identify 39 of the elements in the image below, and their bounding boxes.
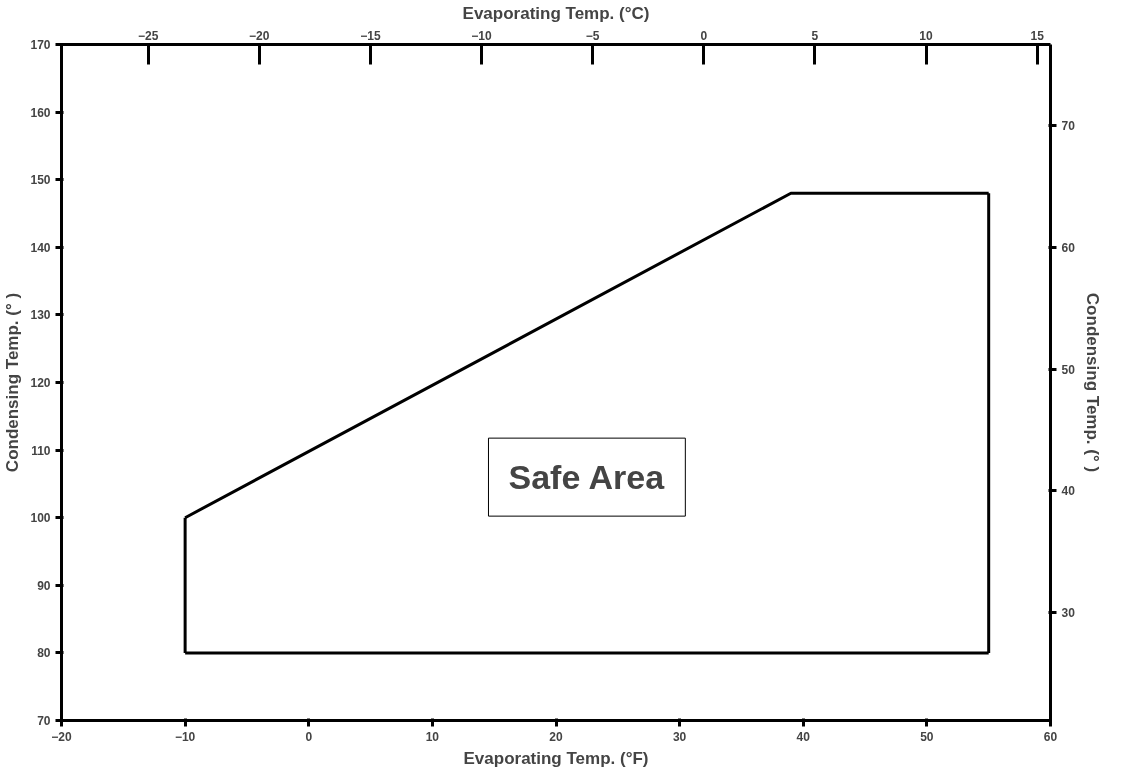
x2-tick-label: −10 [471,28,493,43]
y2-tick-label: 70 [1061,119,1076,134]
x-tick-label: 10 [425,729,440,744]
annotation: Safe Area [508,458,666,497]
y2-tick-label: 50 [1061,362,1076,377]
y-tick-label: 170 [30,38,51,52]
y2-axis-title: Condensing Temp. (° ) [1082,292,1102,473]
x2-tick-label: −15 [360,28,381,43]
x-tick-label: 30 [672,729,687,744]
y-tick-label: 130 [30,308,51,323]
x-tick-label: 20 [549,729,563,744]
x2-tick-label: 10 [919,28,934,43]
x-tick-label: 40 [796,729,811,744]
y-tick-label: 140 [30,240,51,255]
y-tick-label: 160 [30,105,51,120]
y-tick-label: 90 [37,578,51,593]
x2-tick-label: −25 [138,28,159,43]
x2-tick-label: 0 [700,28,708,43]
x-tick-label: 60 [1043,729,1058,744]
y2-tick-label: 60 [1061,241,1076,256]
y2-tick-label: 40 [1061,484,1076,499]
y-tick-label: 70 [37,714,51,728]
y-tick-label: 100 [30,511,51,526]
y2-tick-label: 30 [1061,605,1076,620]
x2-axis-title: Evaporating Temp. (°C) [462,3,650,23]
x-tick-label: −20 [51,729,72,744]
y-tick-label: 150 [30,173,51,188]
y-tick-label: 80 [37,646,51,661]
x-tick-label: 50 [920,729,934,744]
x-tick-label: 0 [305,729,313,744]
x-tick-label: −10 [174,729,196,744]
y-tick-label: 110 [31,443,51,458]
x2-tick-label: 5 [811,28,819,43]
x-axis-title: Evaporating Temp. (°F) [463,748,649,768]
x2-tick-label: −5 [585,28,600,43]
y-axis-title: Condensing Temp. (° ) [3,292,23,473]
x2-tick-label: 15 [1030,28,1045,43]
x2-tick-label: −20 [249,28,270,43]
y-tick-label: 120 [30,376,51,390]
